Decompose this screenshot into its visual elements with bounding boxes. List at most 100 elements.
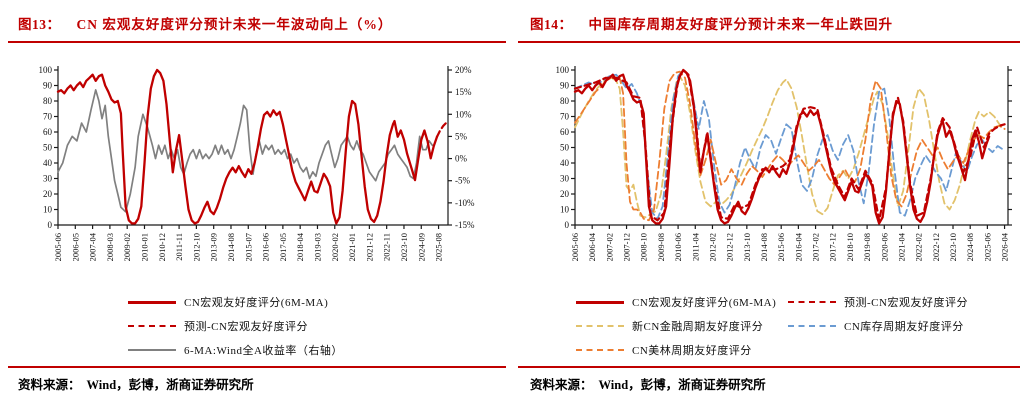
svg-text:2009-02: 2009-02 bbox=[122, 233, 132, 261]
fig14-footer-rule bbox=[518, 366, 1020, 368]
fig14-title-rule bbox=[518, 41, 1020, 43]
svg-text:2010-01: 2010-01 bbox=[139, 233, 149, 261]
svg-text:20: 20 bbox=[560, 189, 570, 199]
source-text: Wind，彭博，浙商证券研究所 bbox=[86, 378, 254, 392]
svg-text:20%: 20% bbox=[455, 65, 472, 75]
svg-text:40: 40 bbox=[560, 158, 570, 168]
fig14-legend-col2: 预测-CN宏观友好度评分 CN库存周期友好度评分 bbox=[788, 290, 968, 338]
svg-text:2025-08: 2025-08 bbox=[434, 233, 444, 261]
svg-text:2019-08: 2019-08 bbox=[862, 233, 872, 261]
svg-text:2015-06: 2015-06 bbox=[776, 233, 786, 261]
red-solid-line-swatch bbox=[576, 300, 624, 304]
svg-text:2022-02: 2022-02 bbox=[914, 233, 924, 261]
svg-text:2010-12: 2010-12 bbox=[157, 233, 167, 261]
svg-text:-10%: -10% bbox=[455, 198, 475, 208]
fig14-title: 图14： 中国库存周期友好度评分预计未来一年止跌回升 bbox=[530, 13, 893, 33]
svg-text:2016-06: 2016-06 bbox=[261, 233, 271, 261]
legend-label: 新CN金融周期友好度评分 bbox=[632, 321, 764, 333]
legend-label: CN宏观友好度评分(6M-MA) bbox=[184, 297, 329, 309]
svg-text:60: 60 bbox=[560, 127, 570, 137]
svg-text:5%: 5% bbox=[455, 131, 468, 141]
source-label: 资料来源： bbox=[530, 378, 593, 392]
svg-text:60: 60 bbox=[43, 127, 53, 137]
svg-text:30: 30 bbox=[560, 174, 570, 184]
svg-text:2009-08: 2009-08 bbox=[656, 233, 666, 261]
svg-text:2007-02: 2007-02 bbox=[604, 233, 614, 261]
source-text: Wind，彭博，浙商证券研究所 bbox=[598, 378, 766, 392]
svg-text:2024-08: 2024-08 bbox=[965, 233, 975, 261]
svg-text:2011-04: 2011-04 bbox=[690, 232, 700, 261]
svg-text:-5%: -5% bbox=[455, 176, 470, 186]
legend-item: CN库存周期友好度评分 bbox=[788, 314, 968, 338]
svg-text:2018-10: 2018-10 bbox=[845, 233, 855, 261]
source-label: 资料来源： bbox=[18, 378, 81, 392]
svg-text:2024-09: 2024-09 bbox=[416, 233, 426, 261]
svg-text:0%: 0% bbox=[455, 154, 468, 164]
svg-text:80: 80 bbox=[560, 96, 570, 106]
svg-text:2021-04: 2021-04 bbox=[896, 232, 906, 261]
svg-text:40: 40 bbox=[43, 158, 53, 168]
legend-item: CN宏观友好度评分(6M-MA) bbox=[576, 290, 776, 314]
yellow-dashed-line-swatch bbox=[576, 325, 624, 327]
legend-label: 6-MA:Wind全A收益率（右轴） bbox=[184, 345, 343, 357]
red-dashed-line-swatch bbox=[788, 301, 836, 303]
svg-text:2007-12: 2007-12 bbox=[622, 233, 632, 261]
svg-text:20: 20 bbox=[43, 189, 53, 199]
svg-text:2016-04: 2016-04 bbox=[793, 232, 803, 261]
legend-item: 预测-CN宏观友好度评分 bbox=[788, 290, 968, 314]
svg-text:2018-04: 2018-04 bbox=[295, 232, 305, 261]
orange-dashed-line-swatch bbox=[576, 349, 624, 351]
legend-item: CN美林周期友好度评分 bbox=[576, 338, 776, 362]
svg-text:2012-12: 2012-12 bbox=[725, 233, 735, 261]
svg-text:80: 80 bbox=[43, 96, 53, 106]
svg-text:2005-06: 2005-06 bbox=[570, 233, 580, 261]
legend-label: CN库存周期友好度评分 bbox=[844, 321, 964, 333]
fig13-line-chart: 100908070605040302010020%15%10%5%0%-5%-1… bbox=[39, 65, 475, 261]
legend-label: 预测-CN宏观友好度评分 bbox=[184, 321, 308, 333]
fig13-title-rule bbox=[8, 41, 506, 43]
svg-text:2019-03: 2019-03 bbox=[312, 233, 322, 261]
svg-text:2025-06: 2025-06 bbox=[982, 233, 992, 261]
svg-text:2020-06: 2020-06 bbox=[879, 233, 889, 261]
svg-text:90: 90 bbox=[43, 81, 53, 91]
svg-text:2013-10: 2013-10 bbox=[742, 233, 752, 261]
fig13-title-text: CN 宏观友好度评分预计未来一年波动向上（%） bbox=[76, 17, 393, 32]
legend-item: 预测-CN宏观友好度评分 bbox=[128, 314, 343, 338]
legend-label: CN宏观友好度评分(6M-MA) bbox=[632, 297, 777, 309]
svg-text:10%: 10% bbox=[455, 109, 472, 119]
svg-text:2014-08: 2014-08 bbox=[759, 233, 769, 261]
svg-text:2017-05: 2017-05 bbox=[278, 233, 288, 261]
svg-text:100: 100 bbox=[556, 65, 570, 75]
gray-solid-line-swatch bbox=[128, 349, 176, 351]
svg-text:2013-09: 2013-09 bbox=[209, 233, 219, 261]
svg-text:50: 50 bbox=[560, 143, 570, 153]
svg-text:15%: 15% bbox=[455, 87, 472, 97]
fig13-footer-rule bbox=[8, 366, 506, 368]
svg-text:-15%: -15% bbox=[455, 220, 475, 230]
fig13-label: 图13： bbox=[18, 17, 61, 32]
legend-item: 6-MA:Wind全A收益率（右轴） bbox=[128, 338, 343, 362]
blue-dashed-line-swatch bbox=[788, 325, 836, 327]
fig13-title: 图13： CN 宏观友好度评分预计未来一年波动向上（%） bbox=[18, 13, 392, 33]
svg-text:100: 100 bbox=[39, 65, 53, 75]
svg-text:50: 50 bbox=[43, 143, 53, 153]
svg-text:2008-03: 2008-03 bbox=[105, 233, 115, 261]
svg-text:10: 10 bbox=[560, 205, 570, 215]
svg-text:2017-02: 2017-02 bbox=[811, 233, 821, 261]
fig14-label: 图14： bbox=[530, 17, 573, 32]
svg-text:70: 70 bbox=[43, 112, 53, 122]
legend-label: CN美林周期友好度评分 bbox=[632, 345, 752, 357]
svg-text:2006-04: 2006-04 bbox=[587, 232, 597, 261]
svg-text:2017-12: 2017-12 bbox=[828, 233, 838, 261]
svg-text:2012-02: 2012-02 bbox=[707, 233, 717, 261]
svg-text:2014-08: 2014-08 bbox=[226, 233, 236, 261]
svg-text:30: 30 bbox=[43, 174, 53, 184]
svg-text:2022-12: 2022-12 bbox=[931, 233, 941, 261]
svg-text:2020-02: 2020-02 bbox=[330, 233, 340, 261]
svg-text:2006-05: 2006-05 bbox=[70, 233, 80, 261]
red-solid-line-swatch bbox=[128, 300, 176, 304]
legend-item: 新CN金融周期友好度评分 bbox=[576, 314, 776, 338]
svg-text:2021-01: 2021-01 bbox=[347, 233, 357, 261]
